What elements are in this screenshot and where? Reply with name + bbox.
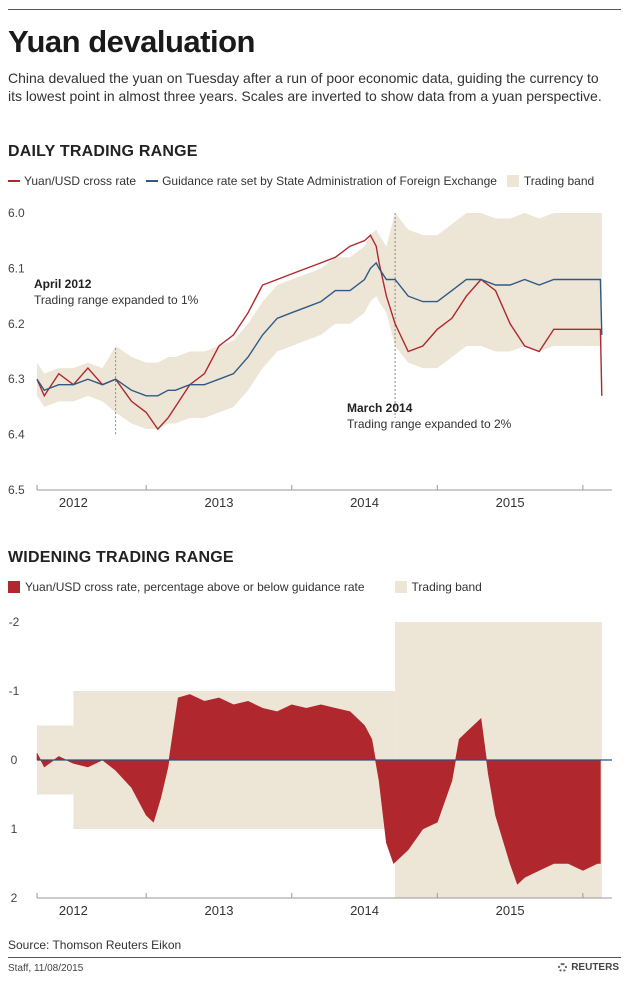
top-rule xyxy=(8,9,621,10)
reuters-logo: REUTERS xyxy=(558,962,619,973)
legend-item-band2: Trading band xyxy=(394,580,482,594)
chart2-title: WIDENING TRADING RANGE xyxy=(8,549,234,566)
reuters-brand: REUTERS xyxy=(571,962,619,973)
chart1-title: DAILY TRADING RANGE xyxy=(8,143,198,160)
x-tick-label: 2013 xyxy=(205,495,234,510)
x-tick-label: 2015 xyxy=(496,495,525,510)
legend-swatch-cross-rate xyxy=(8,180,20,182)
cross-rate-line xyxy=(36,234,603,431)
legend-label-cross-rate: Yuan/USD cross rate xyxy=(24,174,137,188)
annotation-heading: March 2014 xyxy=(347,401,413,415)
legend-swatch-band2 xyxy=(394,581,407,593)
y-tick-label: 6.3 xyxy=(8,372,25,386)
legend-swatch-band xyxy=(506,175,519,187)
widening-trading-range-chart: -2 -1 0 1 2 2012 2013 2014 2015 xyxy=(9,615,612,918)
y-tick-label: 6.4 xyxy=(8,428,25,442)
pct-diff-area xyxy=(36,694,601,885)
x-tick-label: 2015 xyxy=(496,903,525,918)
trading-band-area xyxy=(37,213,602,430)
y-tick-label: -2 xyxy=(9,615,20,629)
staff-credit: Staff, 11/08/2015 xyxy=(8,963,84,974)
legend-item-pct-diff: Yuan/USD cross rate, percentage above or… xyxy=(8,580,365,594)
legend-label-pct-diff: Yuan/USD cross rate, percentage above or… xyxy=(25,580,365,594)
y-tick-label: 6.0 xyxy=(8,206,25,220)
x-tick-label: 2014 xyxy=(350,495,379,510)
x-tick-label: 2013 xyxy=(205,903,234,918)
annotation-text: Trading range expanded to 2% xyxy=(347,417,512,431)
y-tick-label: 6.2 xyxy=(8,317,25,331)
page-subtitle: China devalued the yuan on Tuesday after… xyxy=(8,70,602,104)
legend-swatch-pct-diff xyxy=(8,581,20,593)
y-tick-label: 6.1 xyxy=(8,261,25,275)
guidance-rate-line xyxy=(36,261,603,397)
legend-label-band2: Trading band xyxy=(411,580,482,594)
x-tick-label: 2012 xyxy=(59,903,88,918)
chart2-legend: Yuan/USD cross rate, percentage above or… xyxy=(8,580,492,594)
legend-label-band: Trading band xyxy=(523,174,595,188)
annotation-text: Trading range expanded to 1% xyxy=(34,293,199,307)
daily-trading-range-chart: 6.0 6.1 6.2 6.3 6.4 6.5 2012 2013 2014 2015 April … xyxy=(8,206,612,510)
chart1-legend: Yuan/USD cross rate Guidance rate set by… xyxy=(8,174,604,188)
y-tick-label: 0 xyxy=(11,753,18,767)
source-note: Source: Thomson Reuters Eikon xyxy=(8,938,182,952)
y-tick-label: 1 xyxy=(11,822,18,836)
x-tick-label: 2012 xyxy=(59,495,88,510)
legend-item-cross-rate: Yuan/USD cross rate xyxy=(8,174,136,188)
legend-label-guidance: Guidance rate set by State Administratio… xyxy=(162,174,497,188)
page-title: Yuan devaluation xyxy=(8,24,255,59)
legend-swatch-guidance xyxy=(146,180,159,182)
y-tick-label: -1 xyxy=(9,684,20,698)
y-tick-label: 2 xyxy=(11,891,18,905)
x-tick-label: 2014 xyxy=(350,903,379,918)
annotation-heading: April 2012 xyxy=(34,277,92,291)
footer-rule xyxy=(8,957,621,958)
y-tick-label: 6.5 xyxy=(8,483,25,497)
legend-item-band: Trading band xyxy=(506,174,595,188)
reuters-dot-icon xyxy=(558,963,568,972)
legend-item-guidance: Guidance rate set by State Administratio… xyxy=(146,174,497,188)
